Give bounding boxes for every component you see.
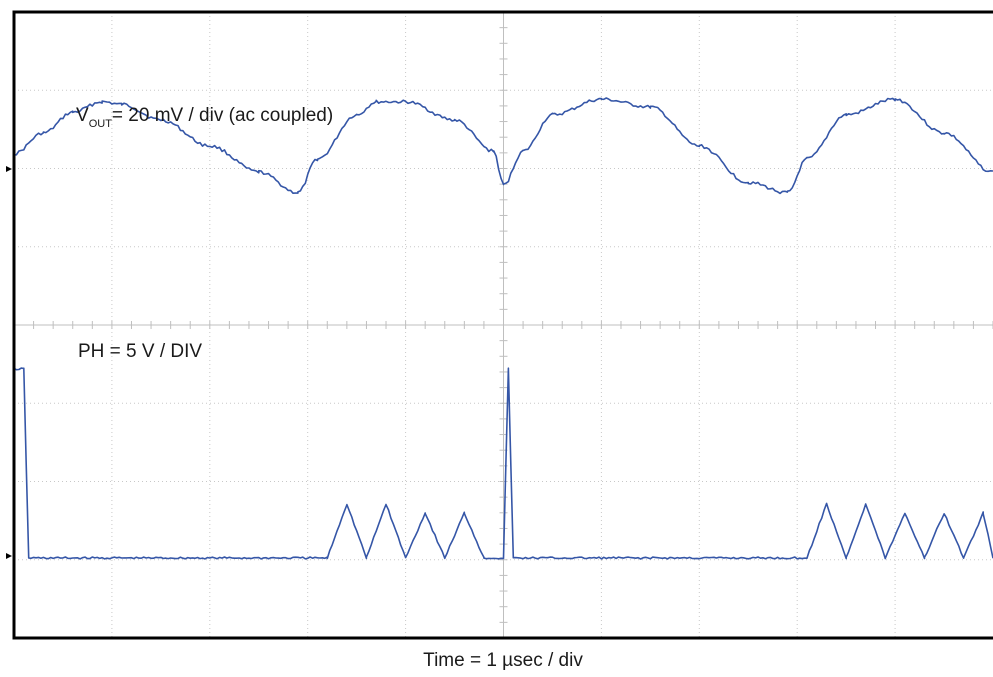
plot-frame [12,10,993,640]
ph-label: PH = 5 V / DIV [78,341,202,362]
grid [13,11,993,639]
x-axis-label: Time = 1 µsec / div [423,650,583,671]
ph-trace-group [13,367,993,560]
vout-label: VOUT= 20 mV / div (ac coupled) [76,105,333,130]
vout-trace-group [13,97,993,195]
vout-channel-marker [6,166,12,172]
ph-channel-marker [6,553,12,559]
vout-trace [13,97,993,195]
ph-trace [13,367,993,560]
